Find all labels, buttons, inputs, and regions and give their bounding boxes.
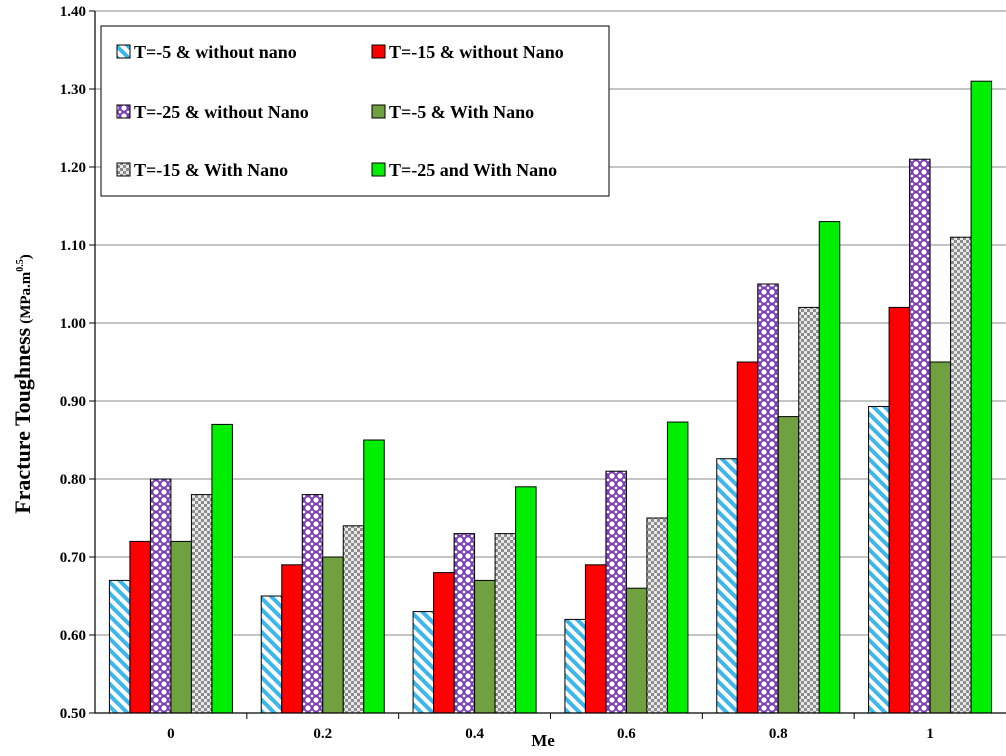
y-axis-unit-exp: 0.5 <box>15 259 26 272</box>
bar <box>868 405 890 714</box>
legend-label: T=-5 & With Nano <box>389 102 534 122</box>
bar <box>494 533 517 714</box>
legend-swatch <box>371 162 386 177</box>
x-axis-ticks: 0 0.2 0.4 0.6 0.8 1 <box>167 713 934 742</box>
y-tick-label: 1.20 <box>60 160 86 176</box>
y-tick-label: 0.70 <box>60 550 86 566</box>
x-tick-label: 0 <box>167 726 175 742</box>
y-tick-label: 1.10 <box>60 238 86 254</box>
legend-label: T=-25 and With Nano <box>389 160 557 180</box>
bar <box>646 517 668 714</box>
bar <box>666 421 689 714</box>
legend: T=-5 & without nano T=-15 & without Nano T… <box>100 25 610 197</box>
legend-box <box>100 25 610 197</box>
legend-swatch <box>116 44 131 59</box>
bar <box>453 533 476 714</box>
legend-label: T=-5 & without nano <box>134 42 297 62</box>
bar <box>584 564 607 714</box>
bar <box>625 587 648 714</box>
y-tick-label: 0.60 <box>60 628 86 644</box>
bar <box>888 306 911 714</box>
x-axis-label: Me <box>531 731 555 750</box>
bar <box>929 361 952 714</box>
bar <box>149 478 172 714</box>
bar <box>777 416 800 714</box>
bar <box>322 556 344 714</box>
y-axis-unit-prefix: (MPa.m <box>18 271 34 324</box>
bar <box>281 564 303 714</box>
bar <box>108 579 131 714</box>
x-tick-label: 0.2 <box>313 726 332 742</box>
legend-label: T=-15 & With Nano <box>134 160 288 180</box>
bar <box>260 595 283 714</box>
x-tick-label: 1 <box>926 726 934 742</box>
legend-label: T=-25 & without Nano <box>134 102 309 122</box>
y-axis-label-main: Fracture Toughness <box>10 327 35 513</box>
bar <box>605 470 627 714</box>
legend-swatch <box>116 162 131 177</box>
bar <box>515 486 537 714</box>
bar <box>564 618 586 714</box>
y-tick-label: 1.30 <box>60 82 86 98</box>
y-axis-label-unit: (MPa.m0.5) <box>15 254 34 324</box>
bar <box>950 236 972 714</box>
bar <box>798 306 820 714</box>
y-axis-ticks: 0.50 0.60 0.70 0.80 0.90 1.00 1.10 1.20 1.30 1.40 <box>60 4 95 722</box>
bar <box>363 439 385 714</box>
y-tick-label: 0.50 <box>60 706 86 722</box>
bar <box>970 80 993 714</box>
bar <box>129 540 151 714</box>
bar <box>211 423 233 714</box>
y-axis-label: Fracture Toughness (MPa.m0.5) <box>10 254 35 514</box>
bar <box>736 361 759 714</box>
bar <box>412 611 435 714</box>
bar <box>909 158 931 714</box>
y-tick-label: 1.40 <box>60 4 86 20</box>
bar <box>342 525 365 714</box>
bar <box>170 540 192 714</box>
legend-label: T=-15 & without Nano <box>389 42 564 62</box>
bars <box>108 80 993 714</box>
bar <box>433 572 455 714</box>
y-axis-unit-suffix: ) <box>18 254 34 259</box>
bar <box>757 283 779 714</box>
y-tick-label: 1.00 <box>60 316 86 332</box>
y-tick-label: 0.90 <box>60 394 86 410</box>
bar <box>474 579 496 714</box>
legend-swatch <box>116 104 131 119</box>
y-tick-label: 0.80 <box>60 472 86 488</box>
bar <box>190 494 213 714</box>
x-tick-label: 0.8 <box>769 726 788 742</box>
x-tick-label: 0.6 <box>617 726 636 742</box>
bar <box>716 458 738 714</box>
x-tick-label: 0.4 <box>465 726 484 742</box>
legend-swatch <box>371 104 386 119</box>
legend-swatch <box>371 44 386 59</box>
bar <box>818 221 841 714</box>
bar <box>301 494 324 714</box>
